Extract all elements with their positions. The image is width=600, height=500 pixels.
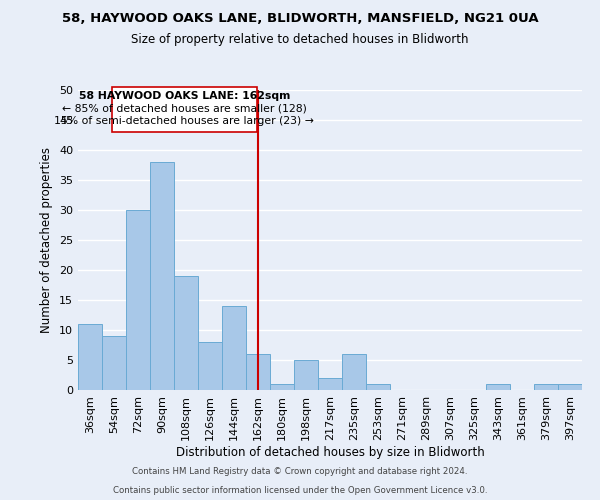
Bar: [486, 384, 510, 390]
Y-axis label: Number of detached properties: Number of detached properties: [40, 147, 53, 333]
Bar: [270, 384, 294, 390]
Bar: [366, 384, 390, 390]
Bar: [174, 276, 198, 390]
Bar: [78, 324, 102, 390]
Bar: [102, 336, 126, 390]
Text: Contains public sector information licensed under the Open Government Licence v3: Contains public sector information licen…: [113, 486, 487, 495]
Bar: [198, 342, 222, 390]
Bar: [126, 210, 150, 390]
Text: Contains HM Land Registry data © Crown copyright and database right 2024.: Contains HM Land Registry data © Crown c…: [132, 467, 468, 476]
Text: 58 HAYWOOD OAKS LANE: 162sqm: 58 HAYWOOD OAKS LANE: 162sqm: [79, 91, 290, 101]
Text: 58, HAYWOOD OAKS LANE, BLIDWORTH, MANSFIELD, NG21 0UA: 58, HAYWOOD OAKS LANE, BLIDWORTH, MANSFI…: [62, 12, 538, 26]
Bar: [222, 306, 246, 390]
Bar: [294, 360, 318, 390]
X-axis label: Distribution of detached houses by size in Blidworth: Distribution of detached houses by size …: [176, 446, 484, 458]
Bar: [246, 354, 270, 390]
Bar: [150, 162, 174, 390]
Bar: [342, 354, 366, 390]
Text: Size of property relative to detached houses in Blidworth: Size of property relative to detached ho…: [131, 32, 469, 46]
Bar: [558, 384, 582, 390]
Text: ← 85% of detached houses are smaller (128): ← 85% of detached houses are smaller (12…: [62, 104, 307, 114]
Bar: [534, 384, 558, 390]
Bar: [318, 378, 342, 390]
Text: 15% of semi-detached houses are larger (23) →: 15% of semi-detached houses are larger (…: [54, 116, 314, 126]
FancyBboxPatch shape: [112, 87, 257, 132]
